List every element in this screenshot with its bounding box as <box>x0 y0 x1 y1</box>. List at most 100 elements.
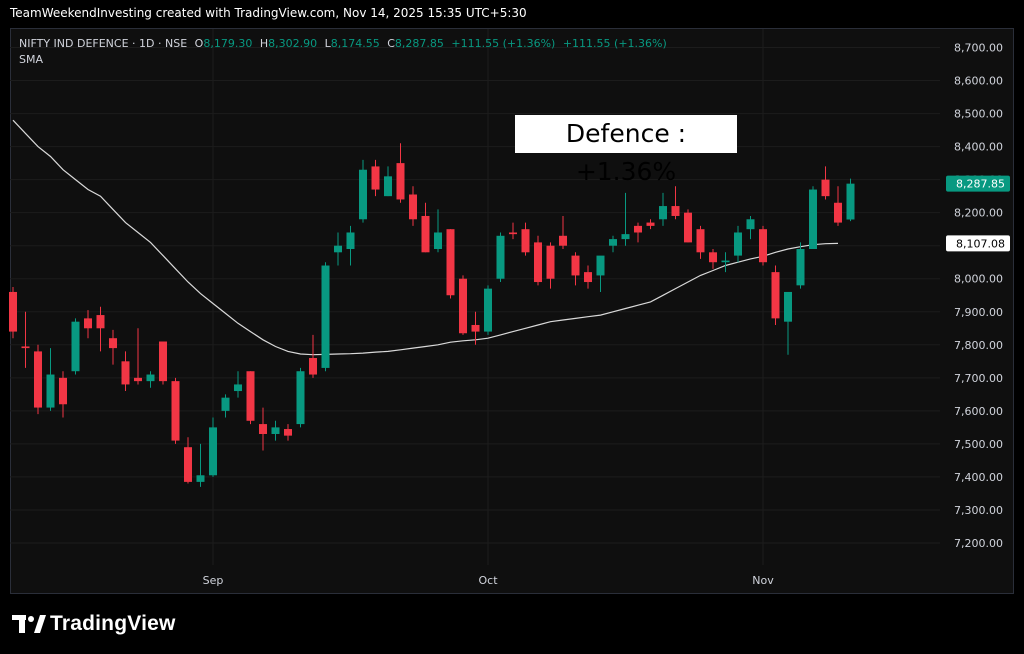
candle <box>309 334 317 378</box>
candle <box>671 186 680 220</box>
tradingview-logo[interactable]: TradingView <box>12 612 176 636</box>
candle-body <box>46 374 55 408</box>
candles <box>9 143 855 487</box>
candle <box>359 159 367 223</box>
candle <box>346 225 355 266</box>
y-tick-label: 7,300.00 <box>954 504 1003 517</box>
annotation-box: Defence : +1.36% <box>515 115 737 186</box>
symbol-name[interactable]: NIFTY IND DEFENCE · 1D · NSE <box>19 37 188 50</box>
candle-body <box>796 249 805 286</box>
candle <box>834 186 842 226</box>
candle-body <box>109 338 117 349</box>
candle-body <box>221 397 230 411</box>
candle-body <box>834 202 842 223</box>
candle-body <box>546 245 555 279</box>
candle <box>334 232 342 266</box>
candle <box>571 252 580 286</box>
y-tick-label: 8,000.00 <box>954 273 1003 286</box>
tradingview-icon <box>12 613 46 635</box>
high-key: H <box>259 37 269 50</box>
candle-body <box>459 278 467 334</box>
candle-body <box>509 232 517 235</box>
candle-body <box>146 374 155 382</box>
candle <box>171 377 180 444</box>
time-axis: Sep Oct Nov <box>203 574 775 587</box>
candle <box>559 215 567 250</box>
candle <box>234 371 242 398</box>
candle-body <box>609 239 617 246</box>
candle-body <box>71 321 80 372</box>
candle-body <box>59 377 67 405</box>
candle <box>609 235 617 253</box>
price-labels: 8,287.85 8,107.08 <box>946 175 1010 252</box>
candle <box>521 222 530 256</box>
candle <box>484 285 492 335</box>
x-tick-label: Sep <box>203 574 224 587</box>
y-tick-label: 8,400.00 <box>954 141 1003 154</box>
y-tick-label: 7,600.00 <box>954 405 1003 418</box>
candle-body <box>734 232 742 256</box>
candle-body <box>159 341 167 382</box>
candle-body <box>784 291 792 322</box>
candle-body <box>409 194 417 220</box>
candle-body <box>521 229 530 253</box>
candle-body <box>346 232 355 250</box>
candle <box>734 225 742 263</box>
candle <box>409 186 417 226</box>
change-value: +111.55 (+1.36%) <box>451 37 556 50</box>
candle-body <box>334 245 342 253</box>
high-value: 8,302.90 <box>268 37 318 50</box>
candle-body <box>434 232 442 250</box>
candle <box>846 178 855 222</box>
low-key: L <box>324 37 331 50</box>
candle <box>546 242 555 289</box>
candle <box>184 437 192 484</box>
candle <box>209 417 217 477</box>
y-tick-label: 7,400.00 <box>954 471 1003 484</box>
candle <box>709 249 717 269</box>
candle-body <box>296 371 305 425</box>
candle <box>471 311 480 345</box>
candle <box>271 420 280 441</box>
candle <box>534 235 542 286</box>
last-price-label: 8,287.85 <box>956 178 1005 191</box>
candle-body <box>171 381 180 441</box>
candle <box>59 371 67 418</box>
candle <box>446 229 455 299</box>
candle-body <box>721 260 730 263</box>
candle-body <box>284 429 292 436</box>
sma-indicator-label[interactable]: SMA <box>19 53 43 66</box>
y-tick-label: 7,800.00 <box>954 339 1003 352</box>
chart-panel[interactable] <box>10 28 1014 594</box>
sma-layer <box>12 119 839 356</box>
candle-body <box>234 384 242 392</box>
candle <box>746 215 755 240</box>
candle-body <box>846 183 855 220</box>
candle-body <box>596 255 605 276</box>
candle <box>721 252 730 273</box>
candle-body <box>184 447 192 482</box>
candle <box>496 232 505 283</box>
candle-body <box>646 222 655 226</box>
candle-body <box>709 252 717 263</box>
candle <box>584 265 592 289</box>
y-tick-label: 8,500.00 <box>954 108 1003 121</box>
sma-value-label: 8,107.08 <box>956 237 1005 250</box>
candle-body <box>309 358 317 375</box>
candle-body <box>421 215 430 253</box>
candle <box>621 192 630 246</box>
candle-body <box>271 427 280 434</box>
y-tick-label: 8,600.00 <box>954 75 1003 88</box>
candle <box>96 306 105 352</box>
candle-body <box>34 351 42 408</box>
candle-body <box>396 163 405 200</box>
candle-body <box>496 235 505 279</box>
candle <box>146 371 155 388</box>
low-value: 8,174.55 <box>330 37 380 50</box>
y-tick-label: 7,200.00 <box>954 537 1003 550</box>
candle-body <box>759 229 767 263</box>
candle-body <box>559 235 567 246</box>
candle-body <box>371 166 380 190</box>
candle-body <box>246 371 255 421</box>
